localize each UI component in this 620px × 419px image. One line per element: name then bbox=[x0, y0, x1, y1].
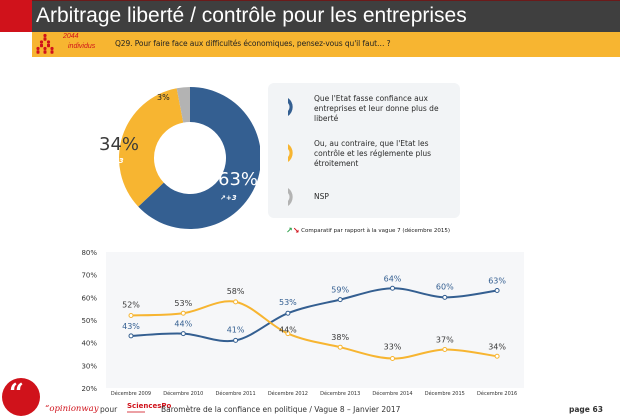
y-tick-label: 50% bbox=[81, 317, 97, 325]
arrow-down-icon: ↘ bbox=[292, 226, 300, 235]
comparison-text: Comparatif par rapport à la vague 7 (déc… bbox=[301, 228, 451, 234]
legend-label: Que l'Etat fasse confiance aux entrepris… bbox=[314, 94, 439, 123]
data-label-liberte: 59% bbox=[331, 286, 349, 295]
data-label-controle: 34% bbox=[488, 342, 506, 351]
data-label-liberte: 44% bbox=[174, 320, 192, 329]
donut-slice-controle bbox=[119, 88, 184, 207]
donut-segment-icon bbox=[288, 144, 293, 162]
donut-slice-liberte bbox=[138, 87, 260, 229]
data-label-liberte: 41% bbox=[227, 325, 245, 334]
data-point-controle bbox=[285, 331, 291, 337]
data-point-liberte bbox=[337, 297, 343, 303]
line-chart: 20% 30% 40% 50% 60% 70% 80% Décembre 2009 Décemb… bbox=[81, 249, 524, 397]
data-point-liberte bbox=[180, 331, 186, 337]
data-label-controle: 52% bbox=[122, 300, 140, 309]
data-point-liberte bbox=[442, 294, 448, 300]
legend-item-nsp: NSP bbox=[268, 186, 460, 210]
sciencespo-underline bbox=[127, 411, 145, 413]
data-point-liberte bbox=[390, 285, 395, 291]
x-tick-label: Décembre 2010 bbox=[163, 390, 203, 397]
page-number: page 63 bbox=[569, 405, 603, 414]
legend-label: Ou, au contraire, que l'Etat les contrôl… bbox=[314, 139, 432, 168]
donut-label-controle: 34% bbox=[100, 134, 139, 155]
donut-segment-icon bbox=[288, 98, 293, 116]
data-label-liberte: 53% bbox=[279, 298, 297, 307]
data-label-liberte: 60% bbox=[436, 282, 454, 291]
data-point-controle bbox=[337, 344, 343, 350]
data-label-controle: 53% bbox=[174, 299, 192, 308]
donut-label-nsp: 3% bbox=[157, 93, 170, 102]
y-tick-label: 80% bbox=[81, 249, 97, 257]
population-label: individus bbox=[68, 43, 96, 50]
donut-slice-nsp bbox=[176, 87, 190, 123]
data-label-controle: 44% bbox=[279, 326, 297, 335]
x-tick-label: Décembre 2013 bbox=[320, 390, 360, 397]
data-point-controle bbox=[180, 310, 186, 316]
legend-box: Que l'Etat fasse confiance aux entrepris… bbox=[268, 83, 460, 218]
brand-red-block bbox=[0, 0, 32, 32]
data-point-controle bbox=[442, 346, 448, 352]
population-count: 2044 bbox=[63, 33, 79, 40]
title-bar: Arbitrage liberté / contrôle pour les en… bbox=[32, 0, 620, 32]
donut-label-liberte: 63% bbox=[218, 169, 258, 190]
y-tick-label: 70% bbox=[81, 272, 97, 280]
data-point-controle bbox=[233, 299, 239, 305]
data-label-liberte: 43% bbox=[122, 322, 140, 331]
legend-label: NSP bbox=[314, 192, 329, 201]
data-label-controle: 33% bbox=[384, 343, 402, 352]
data-label-controle: 37% bbox=[436, 335, 454, 344]
footer-text: Baromètre de la confiance en politique /… bbox=[161, 405, 401, 414]
data-label-liberte: 63% bbox=[488, 277, 506, 286]
series-line-controle bbox=[130, 300, 498, 360]
x-tick-label: Décembre 2011 bbox=[216, 390, 256, 397]
y-tick-label: 30% bbox=[81, 362, 97, 370]
data-point-liberte bbox=[233, 337, 239, 343]
data-label-controle: 58% bbox=[227, 287, 245, 296]
donut-chart: 63% ↗+3 34% ↘-3 3% bbox=[100, 87, 260, 229]
data-point-controle bbox=[128, 312, 134, 318]
footer-pour: pour bbox=[100, 405, 118, 414]
legend-item-controle: Ou, au contraire, que l'Etat les contrôl… bbox=[268, 139, 460, 171]
donut-segment-icon bbox=[288, 188, 293, 206]
change-liberte: ↗+3 bbox=[220, 194, 237, 202]
question-bar: 2044 individus Q29. Pour faire face aux … bbox=[32, 32, 620, 57]
quote-icon: “ bbox=[9, 379, 24, 409]
x-tick-label: Décembre 2015 bbox=[425, 390, 465, 397]
x-tick-label: Décembre 2012 bbox=[268, 390, 308, 397]
population-icon bbox=[36, 33, 54, 54]
data-label-controle: 38% bbox=[331, 333, 349, 342]
data-point-controle bbox=[390, 356, 395, 362]
x-tick-label: Décembre 2014 bbox=[372, 390, 412, 397]
sciencespo-logo: SciencesPo bbox=[127, 402, 172, 410]
comparison-note: ↗↘ Comparatif par rapport à la vague 7 (… bbox=[286, 226, 450, 235]
y-tick-label: 20% bbox=[81, 385, 97, 393]
series-line-liberte bbox=[130, 287, 498, 343]
data-point-liberte bbox=[494, 288, 500, 294]
x-tick-label: Décembre 2016 bbox=[477, 390, 517, 397]
data-point-liberte bbox=[285, 310, 291, 316]
legend-item-liberte: Que l'Etat fasse confiance aux entrepris… bbox=[268, 94, 460, 126]
data-label-liberte: 64% bbox=[384, 274, 402, 283]
data-point-liberte bbox=[128, 333, 134, 339]
plot-area bbox=[106, 252, 524, 388]
quote-logo: “ bbox=[2, 378, 40, 416]
change-controle: ↘-3 bbox=[110, 157, 124, 165]
opinionway-logo: “opinionway bbox=[45, 404, 99, 414]
page-title: Arbitrage liberté / contrôle pour les en… bbox=[36, 4, 467, 27]
data-point-controle bbox=[494, 353, 500, 359]
y-tick-label: 60% bbox=[81, 294, 97, 302]
question-text: Q29. Pour faire face aux difficultés éco… bbox=[115, 39, 391, 48]
y-tick-label: 40% bbox=[81, 340, 97, 348]
arrow-up-icon: ↗ bbox=[286, 226, 293, 235]
x-tick-label: Décembre 2009 bbox=[111, 390, 151, 397]
